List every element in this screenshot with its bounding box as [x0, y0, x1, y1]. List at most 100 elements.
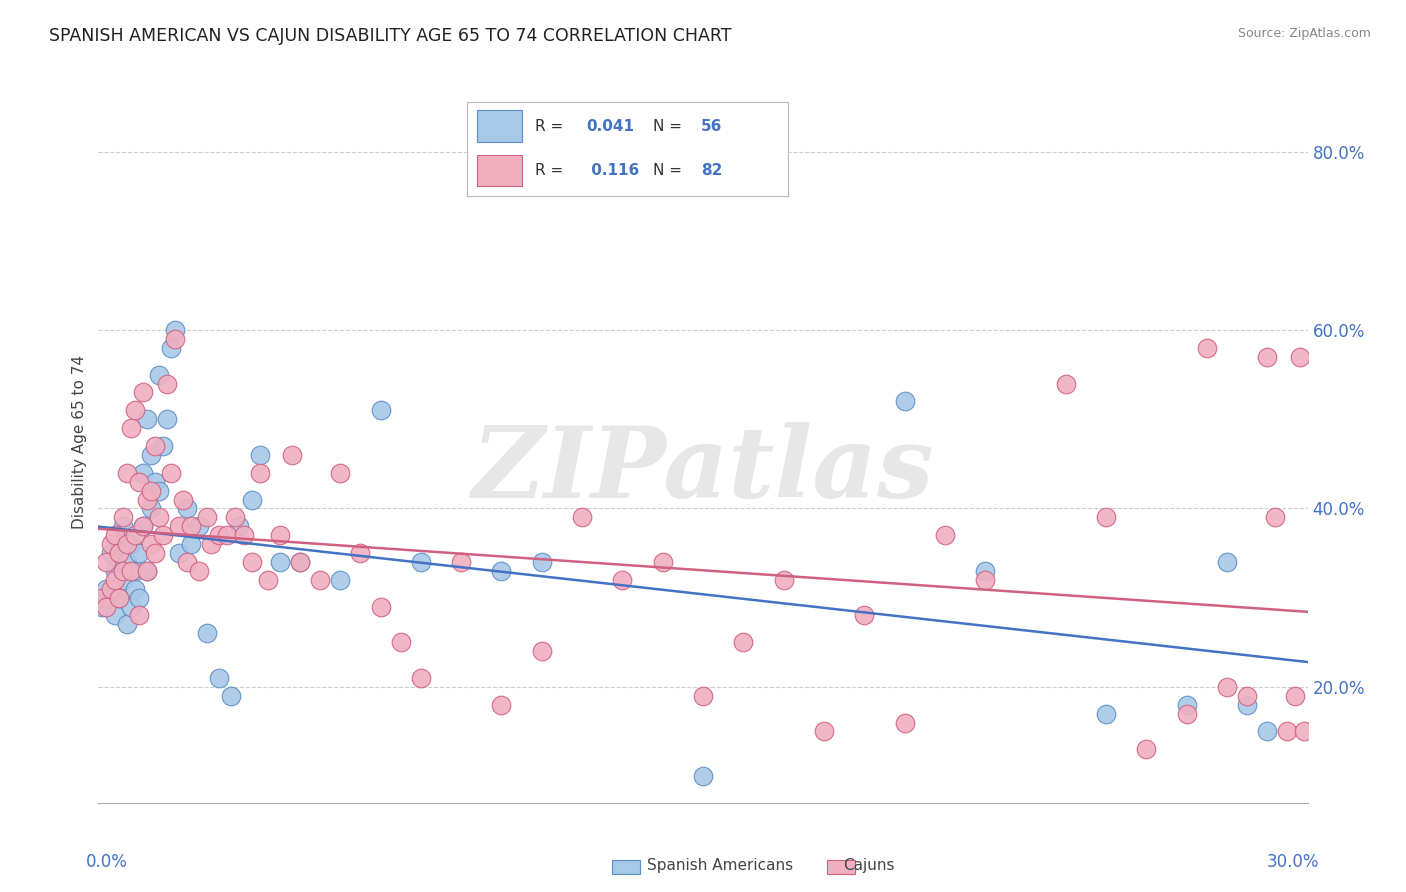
Point	[124, 582, 146, 596]
Point	[163, 323, 186, 337]
Point	[143, 546, 166, 560]
Point	[1236, 698, 1258, 712]
Point	[1236, 689, 1258, 703]
Point	[111, 519, 134, 533]
Point	[195, 626, 218, 640]
Point	[450, 555, 472, 569]
Point	[107, 537, 129, 551]
Point	[120, 564, 142, 578]
Point	[329, 573, 352, 587]
Point	[200, 537, 222, 551]
Point	[128, 546, 150, 560]
Point	[240, 555, 263, 569]
Point	[1195, 341, 1218, 355]
Point	[115, 617, 138, 632]
Point	[103, 564, 125, 578]
Point	[120, 537, 142, 551]
Point	[309, 573, 332, 587]
Point	[281, 448, 304, 462]
Text: Source: ZipAtlas.com: Source: ZipAtlas.com	[1237, 27, 1371, 40]
Point	[1054, 376, 1077, 391]
Point	[1175, 698, 1198, 712]
Point	[172, 492, 194, 507]
Point	[1216, 555, 1239, 569]
Point	[115, 466, 138, 480]
Point	[124, 403, 146, 417]
Point	[1264, 510, 1286, 524]
Point	[491, 564, 513, 578]
Point	[288, 555, 311, 569]
Point	[1277, 724, 1299, 739]
Point	[1292, 724, 1315, 739]
Point	[256, 573, 278, 587]
Point	[195, 510, 218, 524]
Point	[115, 537, 138, 551]
Point	[269, 555, 291, 569]
Point	[135, 564, 157, 578]
Point	[409, 671, 432, 685]
Point	[91, 599, 114, 614]
Point	[111, 564, 134, 578]
Point	[370, 599, 392, 614]
Point	[103, 608, 125, 623]
Point	[288, 555, 311, 569]
Point	[124, 528, 146, 542]
Point	[692, 689, 714, 703]
Point	[100, 546, 122, 560]
Point	[143, 439, 166, 453]
Point	[135, 412, 157, 426]
Point	[1256, 350, 1278, 364]
Point	[139, 537, 162, 551]
Point	[100, 537, 122, 551]
Point	[249, 466, 271, 480]
Point	[217, 528, 239, 542]
Point	[651, 555, 673, 569]
Point	[103, 573, 125, 587]
Point	[180, 537, 202, 551]
Point	[96, 582, 118, 596]
Point	[132, 519, 155, 533]
Point	[148, 368, 170, 382]
Text: 0.0%: 0.0%	[86, 854, 128, 871]
Point	[208, 528, 231, 542]
Point	[160, 466, 183, 480]
Point	[571, 510, 593, 524]
Point	[148, 483, 170, 498]
Point	[232, 528, 254, 542]
Point	[530, 644, 553, 658]
Point	[1135, 742, 1157, 756]
Point	[132, 519, 155, 533]
Point	[115, 555, 138, 569]
Point	[389, 635, 412, 649]
Point	[269, 528, 291, 542]
Point	[934, 528, 956, 542]
Point	[409, 555, 432, 569]
Point	[156, 376, 179, 391]
Point	[111, 510, 134, 524]
Point	[148, 510, 170, 524]
Text: SPANISH AMERICAN VS CAJUN DISABILITY AGE 65 TO 74 CORRELATION CHART: SPANISH AMERICAN VS CAJUN DISABILITY AGE…	[49, 27, 731, 45]
Point	[249, 448, 271, 462]
Point	[530, 555, 553, 569]
Text: ZIPatlas: ZIPatlas	[472, 422, 934, 518]
Point	[128, 475, 150, 489]
Point	[152, 439, 174, 453]
Point	[349, 546, 371, 560]
Point	[139, 448, 162, 462]
Point	[128, 591, 150, 605]
Point	[228, 519, 250, 533]
Point	[96, 555, 118, 569]
Point	[132, 385, 155, 400]
Point	[893, 715, 915, 730]
Point	[1216, 680, 1239, 694]
Point	[120, 421, 142, 435]
Point	[1256, 724, 1278, 739]
Point	[733, 635, 755, 649]
Point	[107, 591, 129, 605]
Text: Spanish Americans: Spanish Americans	[647, 858, 793, 872]
Point	[1095, 510, 1118, 524]
Point	[1095, 706, 1118, 721]
Point	[491, 698, 513, 712]
Text: Cajuns: Cajuns	[844, 858, 896, 872]
Point	[180, 519, 202, 533]
